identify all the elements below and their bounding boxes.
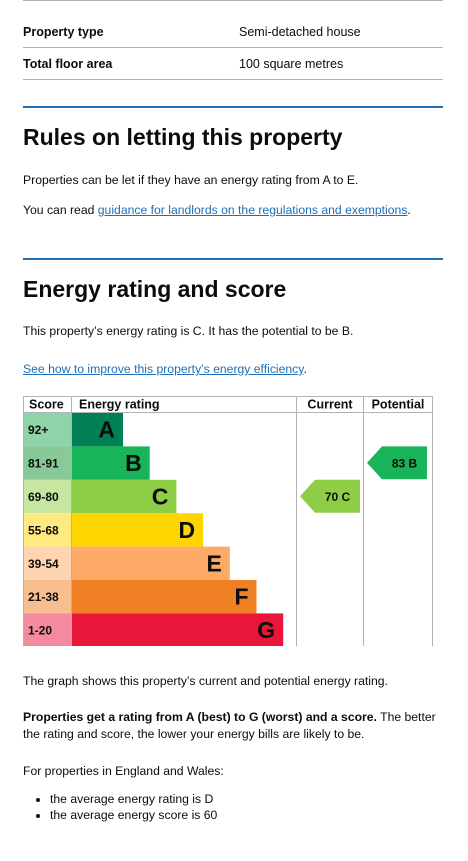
current-rating-arrow — [300, 479, 360, 513]
score-label-b: 81-91 — [28, 457, 59, 471]
list-item: the average energy score is 60 — [50, 807, 450, 823]
rules-paragraph: Properties can be let if they have an en… — [23, 173, 359, 187]
band-letter-c: C — [152, 484, 169, 510]
header-current: Current — [307, 398, 353, 412]
header-potential: Potential — [372, 398, 425, 412]
band-bar-b — [71, 446, 150, 480]
band-letter-g: G — [257, 617, 275, 643]
current-rating-label: 70 C — [325, 490, 351, 504]
score-label-c: 69-80 — [28, 490, 59, 504]
band-letter-e: E — [206, 550, 221, 576]
list-item: the average energy rating is D — [50, 791, 450, 807]
score-label-a: 92+ — [28, 423, 48, 437]
rules-heading: Rules on letting this property — [23, 124, 343, 150]
rating-explanation-bold: Properties get a rating from A (best) to… — [23, 710, 377, 724]
score-cell-f — [23, 580, 71, 614]
potential-rating-arrow — [367, 446, 427, 480]
score-cell-b — [23, 446, 71, 480]
summary-value: Semi-detached house — [239, 24, 361, 39]
section-divider — [23, 106, 443, 108]
score-cell-c — [23, 479, 71, 514]
header-score: Score — [29, 398, 64, 412]
guidance-paragraph: You can read guidance for landlords on t… — [23, 203, 411, 217]
score-cell-e — [23, 546, 71, 580]
band-bar-d — [71, 513, 204, 547]
band-letter-f: F — [234, 584, 248, 610]
header-energy-rating: Energy rating — [79, 398, 160, 412]
summary-value: 100 square metres — [239, 56, 344, 71]
score-label-d: 55-68 — [28, 523, 59, 537]
band-bar-a — [71, 413, 123, 447]
rating-explanation: Properties get a rating from A (best) to… — [23, 710, 436, 741]
graph-description: The graph shows this property’s current … — [23, 674, 388, 688]
potential-rating-label: 83 B — [392, 456, 418, 470]
summary-label: Property type — [23, 24, 104, 39]
summary-row-property-type: Property type Semi-detached house — [23, 16, 443, 48]
band-bar-c — [71, 479, 177, 514]
energy-heading: Energy rating and score — [23, 276, 287, 302]
score-label-f: 21-38 — [28, 590, 59, 604]
band-letter-b: B — [125, 450, 142, 476]
energy-rating-text: This property’s energy rating is C. It h… — [23, 324, 354, 338]
energy-rating-chart: 92+ A 81-91 B 69-80 C 55-68 D 39-54 E 21-38 F 1-20 G S… — [23, 396, 433, 646]
averages-list: the average energy rating is D the avera… — [23, 791, 450, 823]
band-letter-d: D — [178, 517, 195, 543]
band-bar-f — [71, 580, 257, 614]
score-cell-a — [23, 413, 71, 447]
score-cell-d — [23, 513, 71, 547]
summary-label: Total floor area — [23, 56, 113, 71]
band-letter-a: A — [98, 417, 115, 443]
score-cell-g — [23, 613, 71, 646]
chart-border — [23, 396, 433, 646]
improve-paragraph: See how to improve this property’s energ… — [23, 362, 307, 376]
section-divider — [23, 258, 443, 260]
guidance-link[interactable]: guidance for landlords on the regulation… — [97, 203, 408, 217]
improve-efficiency-link[interactable]: See how to improve this property’s energ… — [23, 362, 304, 376]
band-bar-e — [71, 546, 230, 580]
property-summary: Property type Semi-detached house Total … — [23, 16, 443, 80]
top-divider — [23, 0, 443, 1]
score-label-e: 39-54 — [28, 557, 59, 571]
score-label-g: 1-20 — [28, 624, 52, 638]
region-text: For properties in England and Wales: — [23, 764, 224, 778]
band-bar-g — [71, 613, 284, 646]
summary-row-floor-area: Total floor area 100 square metres — [23, 48, 443, 80]
energy-rating-graph: 92+ A 81-91 B 69-80 C 55-68 D 39-54 E 21-38 F 1-20 G S… — [23, 396, 433, 646]
